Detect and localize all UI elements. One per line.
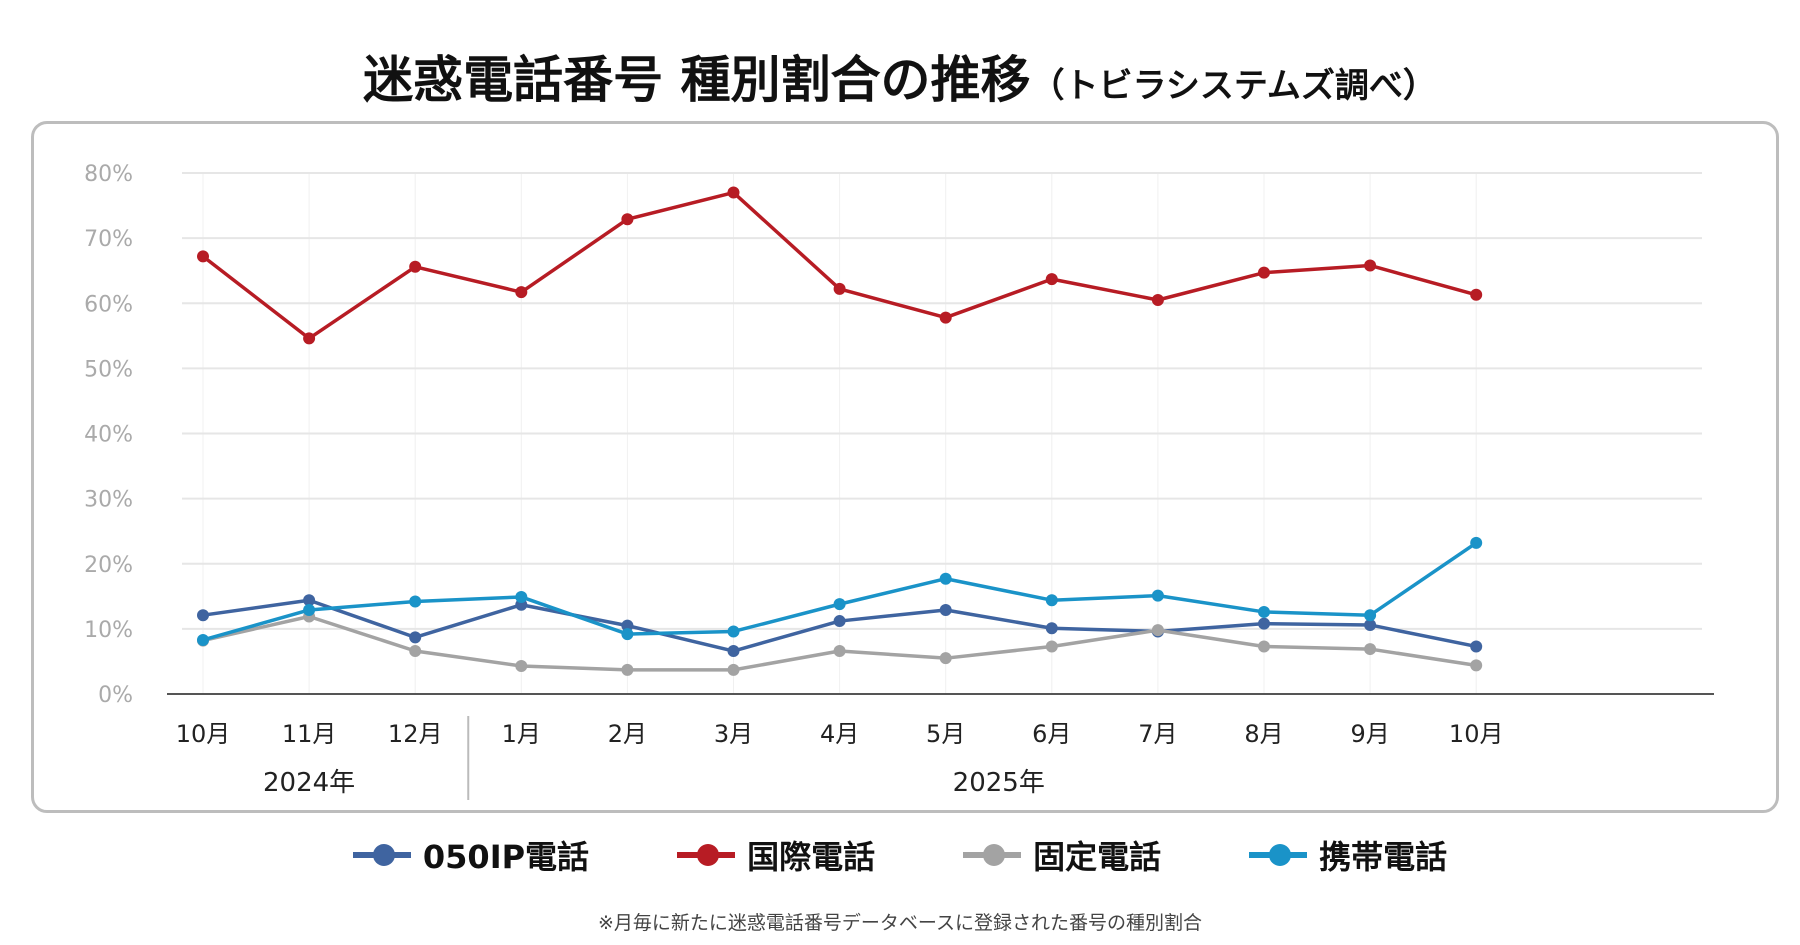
data-point: [1470, 288, 1483, 301]
data-point: [1258, 617, 1270, 630]
data-point: [727, 645, 740, 658]
data-point: [939, 603, 952, 616]
data-point: [1045, 622, 1058, 635]
data-point: [1470, 536, 1483, 549]
data-point: [1258, 640, 1270, 653]
data-point: [1364, 643, 1377, 656]
x-tick-label: 8月: [1244, 720, 1283, 748]
x-tick-label: 2月: [608, 720, 647, 748]
x-tick-label: 11月: [282, 720, 337, 748]
data-point: [515, 659, 528, 672]
data-point: [303, 603, 316, 616]
x-tick-label: 3月: [714, 720, 753, 748]
data-point: [727, 186, 740, 199]
x-tick-label: 12月: [388, 720, 443, 748]
data-point: [1364, 259, 1377, 272]
data-point: [1045, 594, 1058, 607]
legend-marker-icon: [352, 844, 411, 866]
data-point: [1151, 293, 1164, 306]
x-tick-label: 1月: [502, 720, 541, 748]
data-point: [1151, 589, 1164, 602]
legend-marker-icon: [677, 844, 736, 866]
x-tick-label: 7月: [1138, 720, 1177, 748]
x-tick-label: 5月: [926, 720, 965, 748]
data-point: [1045, 273, 1058, 286]
data-point: [621, 628, 634, 641]
data-point: [1364, 618, 1377, 631]
data-point: [727, 663, 740, 676]
legend-marker-icon: [963, 844, 1022, 866]
data-point: [833, 282, 846, 295]
y-tick-label: 10%: [84, 618, 133, 643]
data-point: [621, 213, 634, 226]
legend-item: 携帯電話: [1249, 832, 1447, 878]
data-point: [621, 663, 634, 676]
data-point: [939, 311, 952, 324]
data-point: [939, 572, 952, 585]
y-tick-label: 60%: [84, 292, 133, 317]
data-point: [409, 645, 422, 658]
data-point: [197, 633, 209, 646]
data-point: [1258, 266, 1270, 279]
legend-label: 携帯電話: [1319, 838, 1448, 876]
x-tick-label: 10月: [1449, 720, 1504, 748]
data-point: [621, 619, 634, 632]
data-point: [1364, 609, 1377, 622]
data-point: [303, 332, 316, 345]
data-point: [1470, 659, 1483, 672]
y-tick-label: 30%: [84, 488, 133, 513]
legend-marker-icon: [1249, 844, 1308, 866]
data-point: [833, 598, 846, 611]
data-point: [1258, 605, 1270, 618]
x-tick-label: 9月: [1350, 720, 1389, 748]
data-point: [833, 615, 846, 628]
data-point: [409, 595, 422, 608]
chart-title-main: 迷惑電話番号 種別割合の推移: [363, 51, 1031, 109]
legend-label: 050IP電話: [422, 838, 590, 876]
legend-item: 国際電話: [677, 832, 875, 878]
data-point: [939, 652, 952, 665]
data-point: [727, 625, 740, 638]
data-point: [409, 260, 422, 273]
legend-item: 050IP電話: [352, 832, 590, 878]
data-point: [1045, 640, 1058, 653]
x-tick-label: 4月: [820, 720, 859, 748]
data-point: [515, 286, 528, 299]
data-point: [197, 250, 209, 263]
footnote: ※月毎に新たに迷惑電話番号データベースに登録された番号の種別割合: [598, 912, 1202, 934]
legend-label: 固定電話: [1033, 838, 1162, 876]
data-point: [833, 645, 846, 658]
y-tick-label: 40%: [84, 423, 133, 448]
y-tick-label: 20%: [84, 553, 133, 578]
y-tick-label: 0%: [98, 683, 133, 708]
year-label: 2025年: [953, 768, 1045, 798]
data-point: [1470, 640, 1483, 653]
data-point: [1151, 624, 1164, 637]
legend-label: 国際電話: [747, 838, 876, 876]
data-point: [515, 590, 528, 603]
chart-frame: [31, 121, 1779, 813]
x-tick-label: 6月: [1032, 720, 1071, 748]
chart-title-sub: （トビラシステムズ調べ）: [1030, 66, 1437, 106]
data-point: [409, 631, 422, 644]
x-tick-label: 10月: [176, 720, 231, 748]
chart-title: 迷惑電話番号 種別割合の推移（トビラシステムズ調べ）: [0, 40, 1800, 112]
legend: 050IP電話 国際電話 固定電話 携帯電話: [0, 832, 1800, 878]
y-tick-label: 50%: [84, 357, 133, 382]
data-point: [197, 609, 209, 622]
y-tick-label: 80%: [84, 162, 133, 187]
year-label: 2024年: [263, 768, 355, 798]
legend-item: 固定電話: [963, 832, 1161, 878]
data-point: [303, 594, 316, 607]
y-tick-label: 70%: [84, 227, 133, 252]
